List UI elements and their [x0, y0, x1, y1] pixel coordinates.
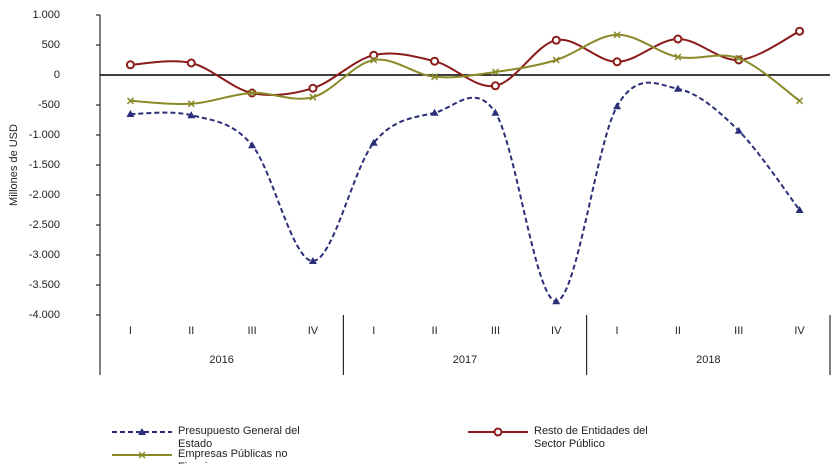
marker	[613, 31, 621, 39]
legend-label: Resto de Entidades del Sector Público	[534, 425, 648, 450]
y-axis-label: Millones de USD	[8, 124, 20, 206]
marker	[126, 110, 135, 117]
series-line	[130, 81, 801, 303]
marker	[491, 68, 499, 76]
marker	[735, 54, 743, 62]
marker	[552, 56, 560, 64]
marker	[552, 297, 561, 305]
group-label: 2016	[209, 354, 233, 366]
y-tick-label: -4.000	[29, 309, 60, 321]
marker	[674, 53, 682, 61]
marker	[369, 50, 379, 60]
marker	[613, 102, 622, 110]
y-tick-label: 500	[42, 39, 60, 51]
marker	[430, 108, 439, 116]
marker	[612, 57, 622, 67]
marker	[370, 56, 378, 64]
marker	[187, 111, 196, 119]
x-tick-label: I	[129, 325, 132, 337]
x-tick-label: IV	[551, 325, 562, 337]
x-tick-label: I	[616, 325, 619, 337]
y-tick-label: -3.500	[29, 279, 60, 291]
marker	[551, 35, 561, 45]
marker	[493, 427, 503, 437]
x-tick-label: III	[247, 325, 256, 337]
y-tick-label: 1.000	[32, 9, 60, 21]
legend-label: Empresas Públicas no Finacieras	[178, 448, 288, 464]
marker	[491, 108, 500, 116]
marker	[673, 34, 683, 44]
y-tick-label: -2.500	[29, 219, 60, 231]
x-tick-label: II	[188, 325, 194, 337]
marker	[795, 206, 804, 213]
x-tick-label: IV	[794, 325, 805, 337]
marker	[673, 84, 682, 92]
x-tick-label: III	[491, 325, 500, 337]
marker	[187, 100, 195, 108]
marker	[490, 81, 500, 91]
y-tick-label: -1.500	[29, 159, 60, 171]
marker	[308, 83, 318, 93]
marker	[369, 138, 378, 146]
x-tick-label: II	[432, 325, 438, 337]
marker	[431, 73, 439, 81]
y-tick-label: -2.000	[29, 189, 60, 201]
group-label: 2018	[696, 354, 720, 366]
marker	[138, 428, 146, 435]
marker	[795, 26, 805, 36]
marker	[796, 97, 804, 105]
marker	[126, 97, 134, 105]
marker	[138, 451, 146, 459]
y-tick-label: -1.000	[29, 129, 60, 141]
series-line	[130, 30, 801, 96]
marker	[186, 58, 196, 68]
x-tick-label: IV	[308, 325, 319, 337]
x-tick-label: III	[734, 325, 743, 337]
x-tick-label: I	[372, 325, 375, 337]
legend-label: Presupuesto General del Estado	[178, 425, 300, 450]
y-tick-label: -500	[38, 99, 60, 111]
group-label: 2017	[453, 354, 477, 366]
y-tick-label: -3.000	[29, 249, 60, 261]
marker	[309, 93, 317, 101]
marker	[430, 56, 440, 66]
y-tick-label: 0	[54, 69, 60, 81]
marker	[125, 60, 135, 70]
marker	[734, 126, 743, 134]
marker	[248, 89, 256, 97]
marker	[248, 141, 257, 149]
marker	[308, 257, 317, 264]
x-tick-label: II	[675, 325, 681, 337]
